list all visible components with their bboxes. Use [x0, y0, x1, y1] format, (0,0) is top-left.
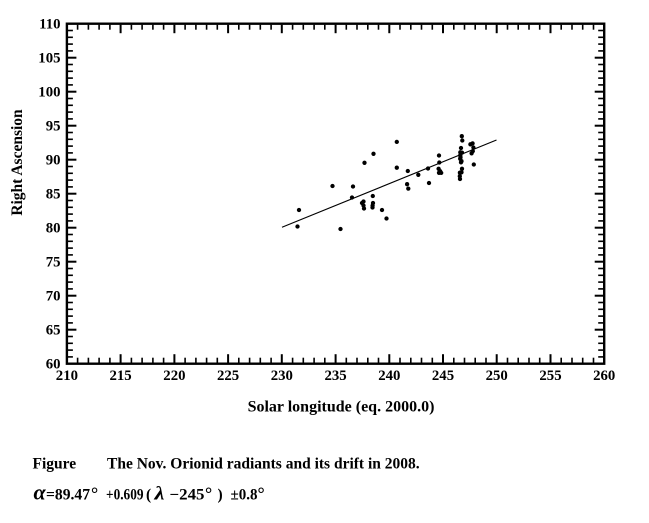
svg-text:60: 60 — [46, 356, 61, 372]
svg-text:(: ( — [146, 487, 151, 504]
svg-text:230: 230 — [271, 368, 293, 384]
svg-text:): ) — [218, 487, 223, 504]
svg-text:Figure: Figure — [33, 456, 77, 473]
svg-text:°: ° — [205, 484, 212, 504]
svg-text:α: α — [34, 480, 47, 505]
svg-text:85: 85 — [46, 186, 61, 202]
svg-text:Solar longitude (eq. 2000.0): Solar longitude (eq. 2000.0) — [248, 399, 435, 416]
svg-text:245: 245 — [432, 368, 454, 384]
svg-text:240: 240 — [378, 368, 400, 384]
svg-text:105: 105 — [38, 50, 60, 66]
svg-text:°: ° — [258, 484, 265, 504]
svg-text:70: 70 — [46, 288, 61, 304]
svg-text:Right Ascension: Right Ascension — [9, 109, 26, 216]
svg-text:235: 235 — [324, 368, 346, 384]
svg-text:80: 80 — [46, 220, 61, 236]
svg-text:95: 95 — [46, 118, 61, 134]
svg-text:110: 110 — [39, 16, 60, 32]
svg-text:65: 65 — [46, 322, 61, 338]
svg-text:90: 90 — [46, 152, 61, 168]
svg-text:225: 225 — [217, 368, 239, 384]
svg-text:The Nov. Orionid radiants and: The Nov. Orionid radiants and its drift … — [107, 456, 420, 473]
svg-text:100: 100 — [38, 84, 60, 100]
svg-text:255: 255 — [539, 368, 561, 384]
svg-text:210: 210 — [56, 368, 78, 384]
svg-text:75: 75 — [46, 254, 61, 270]
svg-text:+0.609: +0.609 — [106, 487, 144, 504]
svg-text:250: 250 — [486, 368, 508, 384]
svg-text:±0.8: ±0.8 — [231, 487, 258, 504]
svg-text:220: 220 — [163, 368, 185, 384]
svg-text:=89.47: =89.47 — [46, 487, 90, 504]
svg-text:−245: −245 — [170, 487, 205, 504]
svg-text:λ: λ — [153, 484, 164, 505]
svg-text:260: 260 — [593, 368, 615, 384]
svg-text:°: ° — [91, 484, 98, 504]
svg-text:215: 215 — [109, 368, 131, 384]
